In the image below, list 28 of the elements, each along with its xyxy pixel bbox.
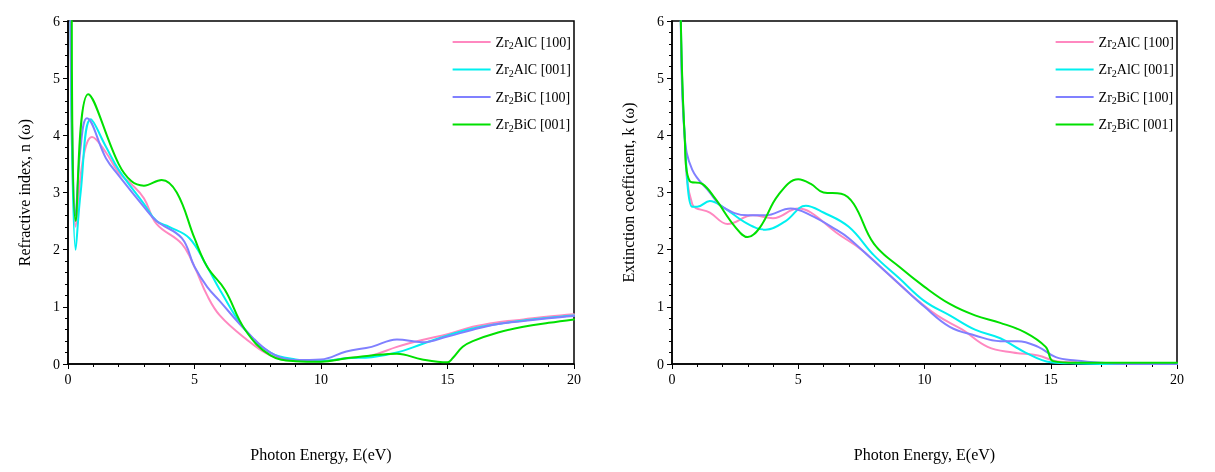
y-tick-label: 3 — [657, 185, 664, 200]
y-tick-label: 4 — [657, 127, 664, 143]
y-tick-label: 2 — [657, 242, 664, 258]
x-axis-title: Photon Energy, E(eV) — [853, 445, 996, 464]
y-tick-label: 6 — [657, 13, 664, 29]
y-tick-label: 2 — [53, 242, 60, 258]
y-axis-title: Extinction coefficient, k (ω) — [619, 102, 638, 283]
x-tick-label: 20 — [567, 371, 581, 387]
y-tick-label: 0 — [657, 356, 664, 372]
x-tick-label: 10 — [917, 371, 932, 387]
x-axis-title: Photon Energy, E(eV) — [250, 445, 392, 464]
x-tick-label: 20 — [1170, 371, 1184, 387]
y-tick-label: 1 — [657, 299, 664, 315]
y-tick-label: 6 — [53, 13, 60, 29]
y-tick-label: 3 — [53, 185, 60, 200]
x-tick-label: 15 — [440, 371, 455, 387]
y-tick-label: 0 — [53, 356, 60, 372]
y-tick-label: 5 — [657, 70, 664, 86]
x-tick-label: 15 — [1043, 371, 1058, 387]
x-tick-label: 0 — [668, 371, 676, 387]
y-tick-label: 1 — [53, 299, 60, 315]
x-tick-label: 0 — [64, 371, 72, 387]
y-tick-label: 4 — [53, 127, 60, 143]
x-tick-label: 5 — [191, 371, 198, 387]
y-tick-label: 5 — [53, 70, 60, 86]
x-tick-label: 10 — [314, 371, 328, 387]
x-tick-label: 5 — [794, 371, 802, 387]
y-axis-title: Refractive index, n (ω) — [15, 118, 34, 267]
